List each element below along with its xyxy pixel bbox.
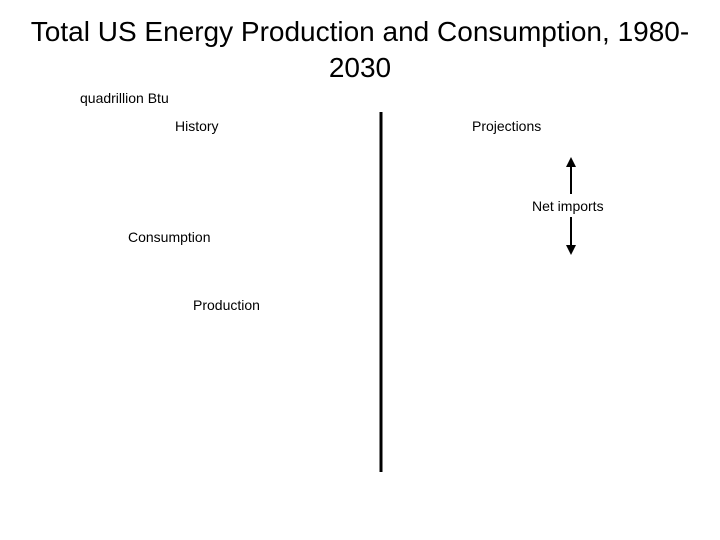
- projections-label: Projections: [472, 118, 542, 134]
- production-label: Production: [193, 297, 260, 313]
- history-label: History: [175, 118, 219, 134]
- net-imports-arrow: [566, 157, 576, 255]
- net-imports-arrowhead-down: [566, 245, 576, 255]
- chart-title: Total US Energy Production and Consumpti…: [30, 16, 690, 83]
- consumption-label: Consumption: [128, 229, 211, 245]
- net-imports-label: Net imports: [532, 198, 604, 214]
- net-imports-arrowhead-up: [566, 157, 576, 167]
- y-axis-unit-label: quadrillion Btu: [80, 90, 169, 106]
